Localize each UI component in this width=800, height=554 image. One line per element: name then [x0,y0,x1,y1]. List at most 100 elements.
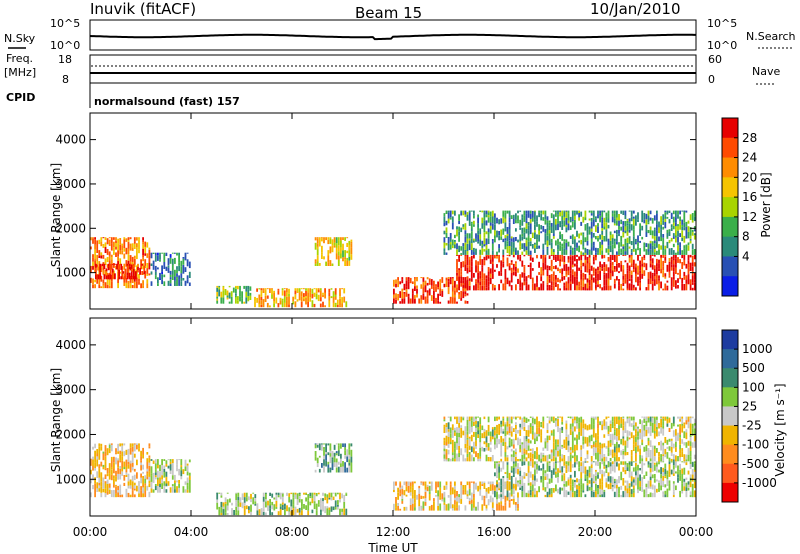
data-cell [428,485,431,492]
data-cell [146,461,149,469]
data-cell [632,416,635,421]
data-cell [664,256,667,261]
data-cell [115,486,117,494]
data-cell [677,285,679,289]
data-cell [142,240,144,243]
data-cell [590,250,593,255]
data-cell [254,494,257,498]
data-cell [475,265,477,273]
data-cell [458,433,460,438]
data-cell [447,237,450,244]
data-cell [637,254,639,261]
data-cell [131,451,134,456]
data-cell [689,461,692,464]
data-cell [311,498,314,504]
data-cell [504,447,507,453]
data-cell [502,431,505,434]
data-cell [645,455,648,458]
data-cell [329,469,332,473]
data-cell [331,239,334,246]
data-cell [607,248,610,253]
data-cell [332,492,335,494]
data-cell [506,457,509,462]
data-cell [491,243,494,251]
data-cell [536,282,538,287]
data-cell [578,435,580,440]
data-cell [536,215,538,222]
data-cell [154,275,157,280]
data-cell [239,502,242,507]
data-cell [590,462,593,465]
data-cell [294,506,297,509]
data-cell [670,461,673,463]
data-cell [588,285,591,291]
data-cell [460,496,463,499]
data-cell [607,440,610,448]
data-cell [186,471,189,476]
data-cell [540,452,543,459]
data-cell [133,275,136,282]
data-cell [102,451,105,454]
data-cell [557,244,559,250]
data-cell [590,417,593,423]
data-cell [470,210,473,212]
data-cell [445,243,448,246]
data-cell [609,260,612,263]
data-cell [607,224,610,229]
data-cell [102,477,105,483]
data-cell [531,257,534,262]
data-cell [248,506,250,510]
data-cell [454,432,456,436]
data-cell [104,461,107,469]
data-cell [445,277,448,281]
data-cell [329,446,332,451]
data-cell [521,480,524,486]
data-cell [422,293,425,296]
data-cell [613,426,616,430]
data-cell [182,264,185,270]
data-cell [618,220,620,226]
data-cell [592,267,595,274]
data-cell [169,274,172,278]
data-cell [557,416,559,419]
data-cell [515,452,517,455]
data-cell [651,416,654,418]
data-cell [327,250,330,256]
data-cell [328,292,331,296]
data-cell [483,237,486,245]
data-cell [523,486,526,491]
data-cell [656,419,658,427]
data-cell [635,433,637,437]
data-cell [102,285,105,289]
velocity-ylabel: Slant Range [km] [49,368,63,472]
data-cell [127,254,130,261]
data-cell [318,239,321,247]
data-cell [540,283,543,291]
data-cell [651,218,654,224]
data-cell [305,297,307,305]
data-cell [314,443,317,445]
data-cell [618,457,620,462]
data-cell [113,237,115,240]
data-cell [584,224,587,231]
data-cell [441,280,444,283]
data-cell [599,444,601,449]
data-cell [468,488,471,496]
data-cell [470,228,473,232]
data-cell [582,286,585,291]
data-cell [681,230,684,236]
data-cell [578,256,580,261]
data-cell [656,210,658,214]
data-cell [106,479,109,484]
data-cell [273,290,275,293]
data-cell [590,280,593,286]
data-cell [656,224,658,231]
data-cell [267,500,269,506]
data-cell [496,438,498,443]
data-cell [664,218,667,222]
data-cell [475,424,477,428]
data-cell [405,280,408,287]
data-cell [658,480,660,483]
data-cell [466,496,469,499]
data-cell [601,224,604,228]
